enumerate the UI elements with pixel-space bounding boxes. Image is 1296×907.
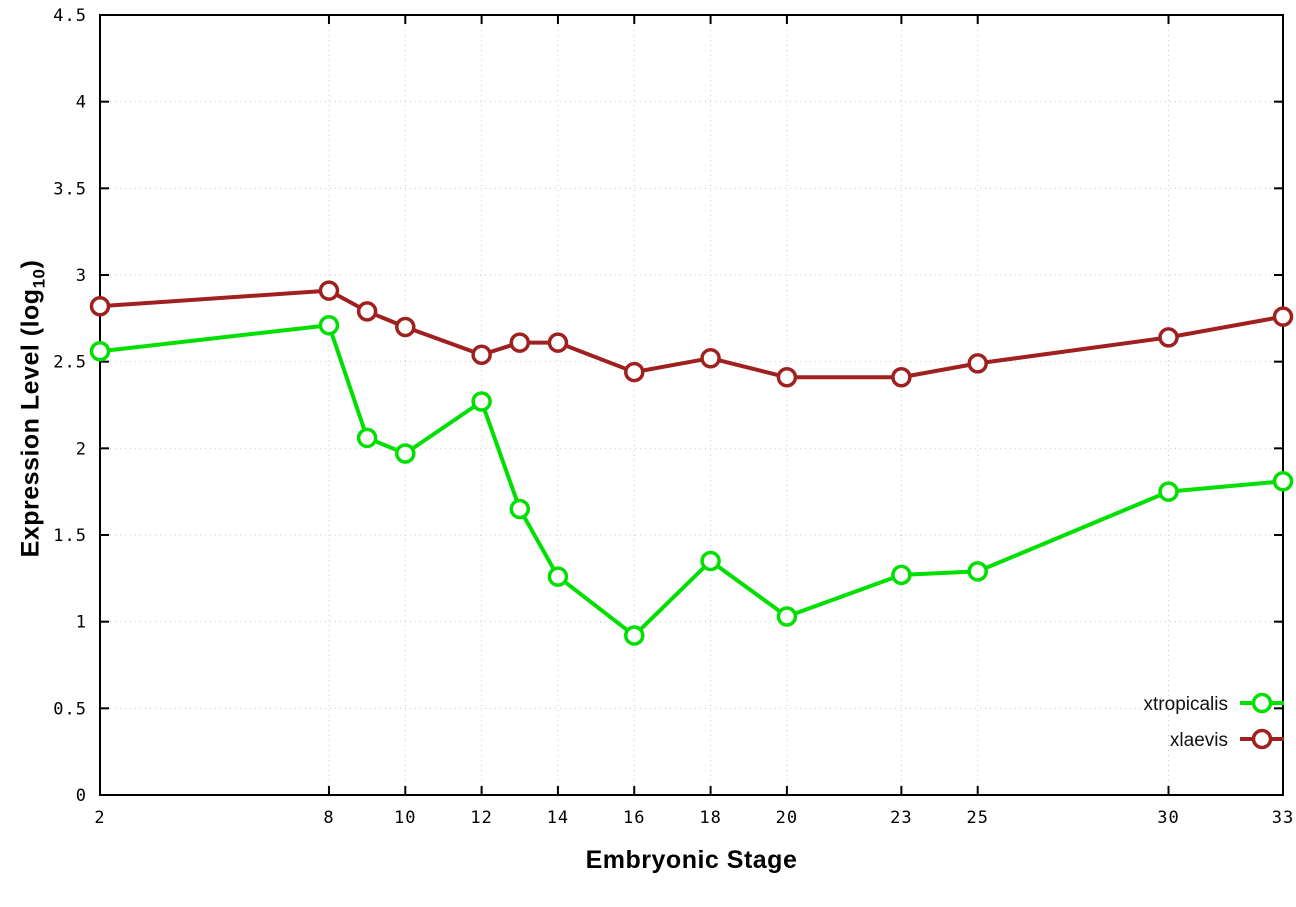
x-tick-label: 2 xyxy=(94,808,105,828)
data-point-marker xyxy=(356,427,378,449)
data-point-marker xyxy=(547,332,569,353)
x-tick-label: 18 xyxy=(699,808,721,828)
data-point-marker xyxy=(471,344,492,365)
data-point-marker xyxy=(700,347,721,369)
data-point-marker xyxy=(624,625,645,646)
legend-label: xlaevis xyxy=(1170,730,1228,751)
data-point-marker xyxy=(395,316,416,338)
data-point-marker xyxy=(318,315,340,336)
data-point-marker xyxy=(89,341,111,362)
data-point-marker xyxy=(624,361,645,383)
y-tick-label: 3 xyxy=(76,266,87,286)
x-tick-label: 30 xyxy=(1157,808,1179,828)
data-point-marker xyxy=(547,566,569,587)
y-tick-label: 1 xyxy=(76,613,87,633)
data-point-marker xyxy=(700,550,721,572)
x-tick-label: 25 xyxy=(966,808,988,828)
y-tick-label: 3.5 xyxy=(53,179,87,199)
y-tick-label: 4 xyxy=(76,93,87,113)
x-tick-label: 16 xyxy=(623,808,645,828)
x-tick-label: 23 xyxy=(890,808,912,828)
y-axis-title-text: Expression Level (log xyxy=(16,288,45,558)
series-line xyxy=(98,288,1285,380)
series-line xyxy=(98,323,1285,638)
data-point-marker xyxy=(891,367,912,388)
y-tick-label: 2.5 xyxy=(53,353,87,373)
x-tick-label: 33 xyxy=(1272,808,1294,828)
y-axis-title-subscript: 10 xyxy=(29,268,49,289)
data-point-marker xyxy=(776,367,798,388)
data-point-marker xyxy=(318,280,340,301)
data-point-marker xyxy=(1158,481,1179,502)
legend-marker xyxy=(1251,728,1273,750)
plot-border xyxy=(99,14,1284,796)
x-tick-label: 8 xyxy=(323,808,334,828)
legend-marker xyxy=(1251,692,1273,714)
y-axis-title-close: ) xyxy=(16,259,45,269)
y-tick-label: 4.5 xyxy=(53,6,87,26)
y-tick-label: 0 xyxy=(76,786,87,806)
y-tick-label: 2 xyxy=(76,439,87,459)
data-point-marker xyxy=(967,561,988,582)
series-xtropicalis xyxy=(89,315,1294,646)
y-tick-label: 1.5 xyxy=(53,526,87,546)
x-tick-label: 12 xyxy=(470,808,492,828)
data-point-marker xyxy=(1272,306,1294,327)
data-point-marker xyxy=(1158,327,1179,348)
x-axis-title: Embryonic Stage xyxy=(585,846,798,874)
x-tick-label: 10 xyxy=(394,808,416,828)
legend-label: xtropicalis xyxy=(1144,694,1228,715)
data-point-marker xyxy=(1272,471,1294,492)
grid xyxy=(99,14,1284,796)
data-point-marker xyxy=(891,564,912,586)
data-point-marker xyxy=(395,443,416,464)
data-point-marker xyxy=(509,498,531,520)
data-point-marker xyxy=(776,606,798,627)
data-point-marker xyxy=(967,353,988,374)
x-tick-label: 20 xyxy=(776,808,798,828)
y-tick-label: 0.5 xyxy=(53,699,87,719)
data-point-marker xyxy=(89,295,111,317)
data-point-marker xyxy=(356,301,378,322)
data-point-marker xyxy=(509,332,531,353)
series-xlaevis xyxy=(89,280,1294,388)
legend: xtropicalis xlaevis xyxy=(1144,692,1284,751)
x-tick-label: 14 xyxy=(547,808,569,828)
tick-marks: 2 8 10 12 14 16 18 20 23 25 30 33 0 0.5 1 1.5 2 2.5 3 3.5 4 4… xyxy=(53,6,1294,828)
data-point-marker xyxy=(471,391,492,412)
y-axis-title: Expression Level (log10) xyxy=(17,229,50,589)
